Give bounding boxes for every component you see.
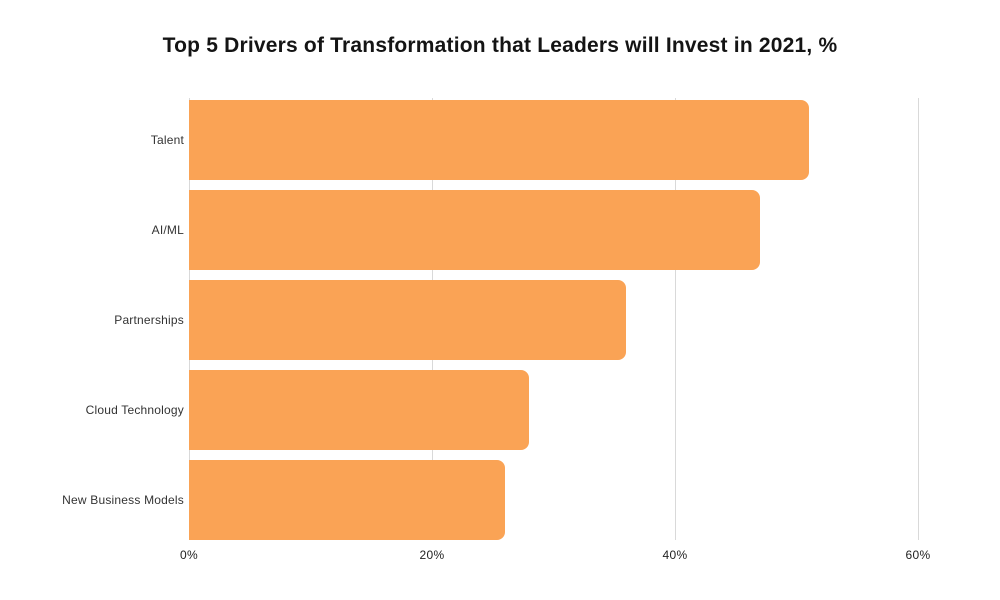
category-label-cloud-technology: Cloud Technology — [85, 403, 184, 417]
category-label-partnerships: Partnerships — [114, 313, 184, 327]
gridline-40 — [675, 98, 676, 540]
bar-cloud-technology — [189, 370, 530, 450]
x-tick-60: 60% — [905, 548, 931, 562]
category-label-ai-ml: AI/ML — [151, 223, 184, 237]
bar-partnerships — [189, 280, 627, 360]
category-label-new-business-models: New Business Models — [62, 493, 184, 507]
chart-title: Top 5 Drivers of Transformation that Lea… — [162, 34, 838, 57]
bar-new-business-models — [189, 460, 505, 540]
x-tick-20: 20% — [419, 548, 445, 562]
category-label-talent: Talent — [150, 133, 184, 147]
x-tick-0: 0% — [180, 548, 198, 562]
gridline-60 — [918, 98, 919, 540]
x-tick-40: 40% — [662, 548, 688, 562]
bar-ai-ml — [189, 190, 760, 270]
bar-talent — [189, 100, 809, 180]
